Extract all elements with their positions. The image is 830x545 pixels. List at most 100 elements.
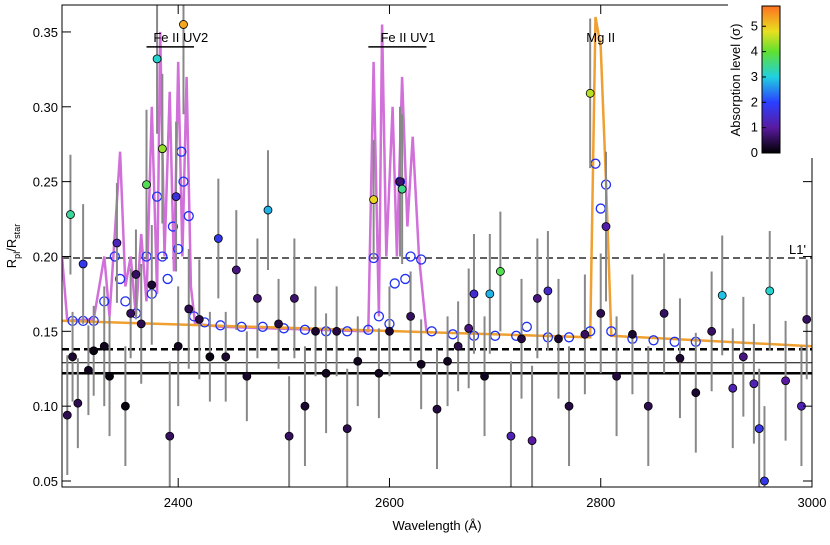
data-point xyxy=(760,476,769,486)
y-tick-label: 0.10 xyxy=(33,399,58,414)
data-point xyxy=(332,326,342,336)
data-point xyxy=(369,195,379,204)
data-point xyxy=(754,424,764,434)
x-tick-label: 2800 xyxy=(586,495,615,510)
data-point xyxy=(147,280,157,290)
data-point xyxy=(517,334,526,344)
data-point xyxy=(564,401,574,411)
data-point xyxy=(738,352,748,362)
x-tick-label: 2400 xyxy=(164,495,193,510)
binned-model-point xyxy=(114,273,126,285)
data-point xyxy=(274,319,283,329)
plot-frame xyxy=(61,4,813,488)
data-point xyxy=(469,289,479,299)
data-point xyxy=(84,365,93,375)
data-point xyxy=(242,371,252,381)
model-line xyxy=(62,24,433,335)
binned-model-point xyxy=(373,311,385,322)
data-point xyxy=(397,184,407,194)
data-point xyxy=(781,376,790,386)
data-point xyxy=(120,401,130,411)
data-point xyxy=(601,222,611,231)
data-point xyxy=(432,404,442,414)
data-point xyxy=(353,356,363,366)
binned-model-point xyxy=(595,203,606,214)
colorbar-tick-label: 1 xyxy=(751,120,758,135)
data-point xyxy=(385,326,394,336)
binned-model-point xyxy=(342,326,353,337)
binned-model-point xyxy=(416,254,427,265)
y-label-part: /R xyxy=(4,239,19,252)
colorbar-tick-label: 0 xyxy=(751,145,758,160)
data-point xyxy=(659,308,669,318)
binned-model-point xyxy=(426,326,437,337)
colorbar xyxy=(761,5,781,154)
plot-area xyxy=(62,5,812,487)
data-point xyxy=(628,329,637,339)
data-point xyxy=(728,383,738,393)
y-axis-label: Rpl/Rstar xyxy=(4,224,22,268)
binned-model-point xyxy=(363,324,374,335)
data-point xyxy=(527,436,537,445)
binned-model-point xyxy=(299,324,311,335)
reference-label: L1' xyxy=(789,242,806,257)
binned-model-point xyxy=(157,251,168,262)
data-point xyxy=(765,286,775,296)
x-tick-label: 3000 xyxy=(798,495,827,510)
data-point xyxy=(749,379,759,389)
data-point xyxy=(179,20,188,29)
data-point xyxy=(173,341,183,351)
annotation: Fe II UV1 xyxy=(380,30,435,45)
binned-model-point xyxy=(167,221,179,232)
y-label-part: star xyxy=(12,224,22,239)
data-point xyxy=(580,329,590,339)
binned-model-point xyxy=(521,321,532,332)
y-tick-label: 0.15 xyxy=(33,324,58,339)
data-point xyxy=(464,323,474,333)
colorbar-tick-label: 4 xyxy=(751,44,758,59)
data-point xyxy=(406,311,415,321)
data-point xyxy=(596,308,606,318)
data-point xyxy=(707,326,717,336)
colorbar-tick-label: 3 xyxy=(751,69,758,84)
data-point xyxy=(131,270,141,279)
binned-model-point xyxy=(173,243,184,255)
binned-model-point xyxy=(405,251,416,262)
data-point xyxy=(253,293,262,303)
data-point xyxy=(68,352,77,362)
data-point xyxy=(142,180,151,190)
data-point xyxy=(612,371,621,381)
data-point xyxy=(194,314,204,324)
data-point xyxy=(311,326,320,336)
data-point xyxy=(532,293,542,303)
data-point xyxy=(374,368,384,378)
data-point xyxy=(263,205,273,215)
binned-model-point xyxy=(389,278,400,289)
data-point xyxy=(691,388,701,398)
data-point xyxy=(62,410,72,420)
data-point xyxy=(443,356,452,366)
binned-model-point xyxy=(648,335,659,346)
data-point xyxy=(66,210,75,219)
data-point xyxy=(675,353,685,363)
data-point xyxy=(416,359,426,369)
binned-model-point xyxy=(162,273,173,285)
data-point xyxy=(231,265,241,275)
data-point xyxy=(395,177,405,187)
y-tick-label: 0.35 xyxy=(33,25,58,40)
data-point xyxy=(289,293,299,303)
binned-model-point xyxy=(178,176,189,187)
binned-model-point xyxy=(183,210,194,222)
colorbar-tick-label: 2 xyxy=(751,94,758,109)
y-tick-label: 0.25 xyxy=(33,175,58,190)
data-point xyxy=(643,401,653,411)
data-point xyxy=(284,431,294,441)
data-point xyxy=(506,431,516,441)
data-point xyxy=(342,424,352,434)
colorbar-label: Absorption level (σ) xyxy=(728,24,743,137)
data-point xyxy=(171,192,181,202)
colorbar-tick-label: 5 xyxy=(751,18,758,33)
binned-model-point xyxy=(563,332,575,343)
y-tick-label: 0.05 xyxy=(33,474,58,489)
